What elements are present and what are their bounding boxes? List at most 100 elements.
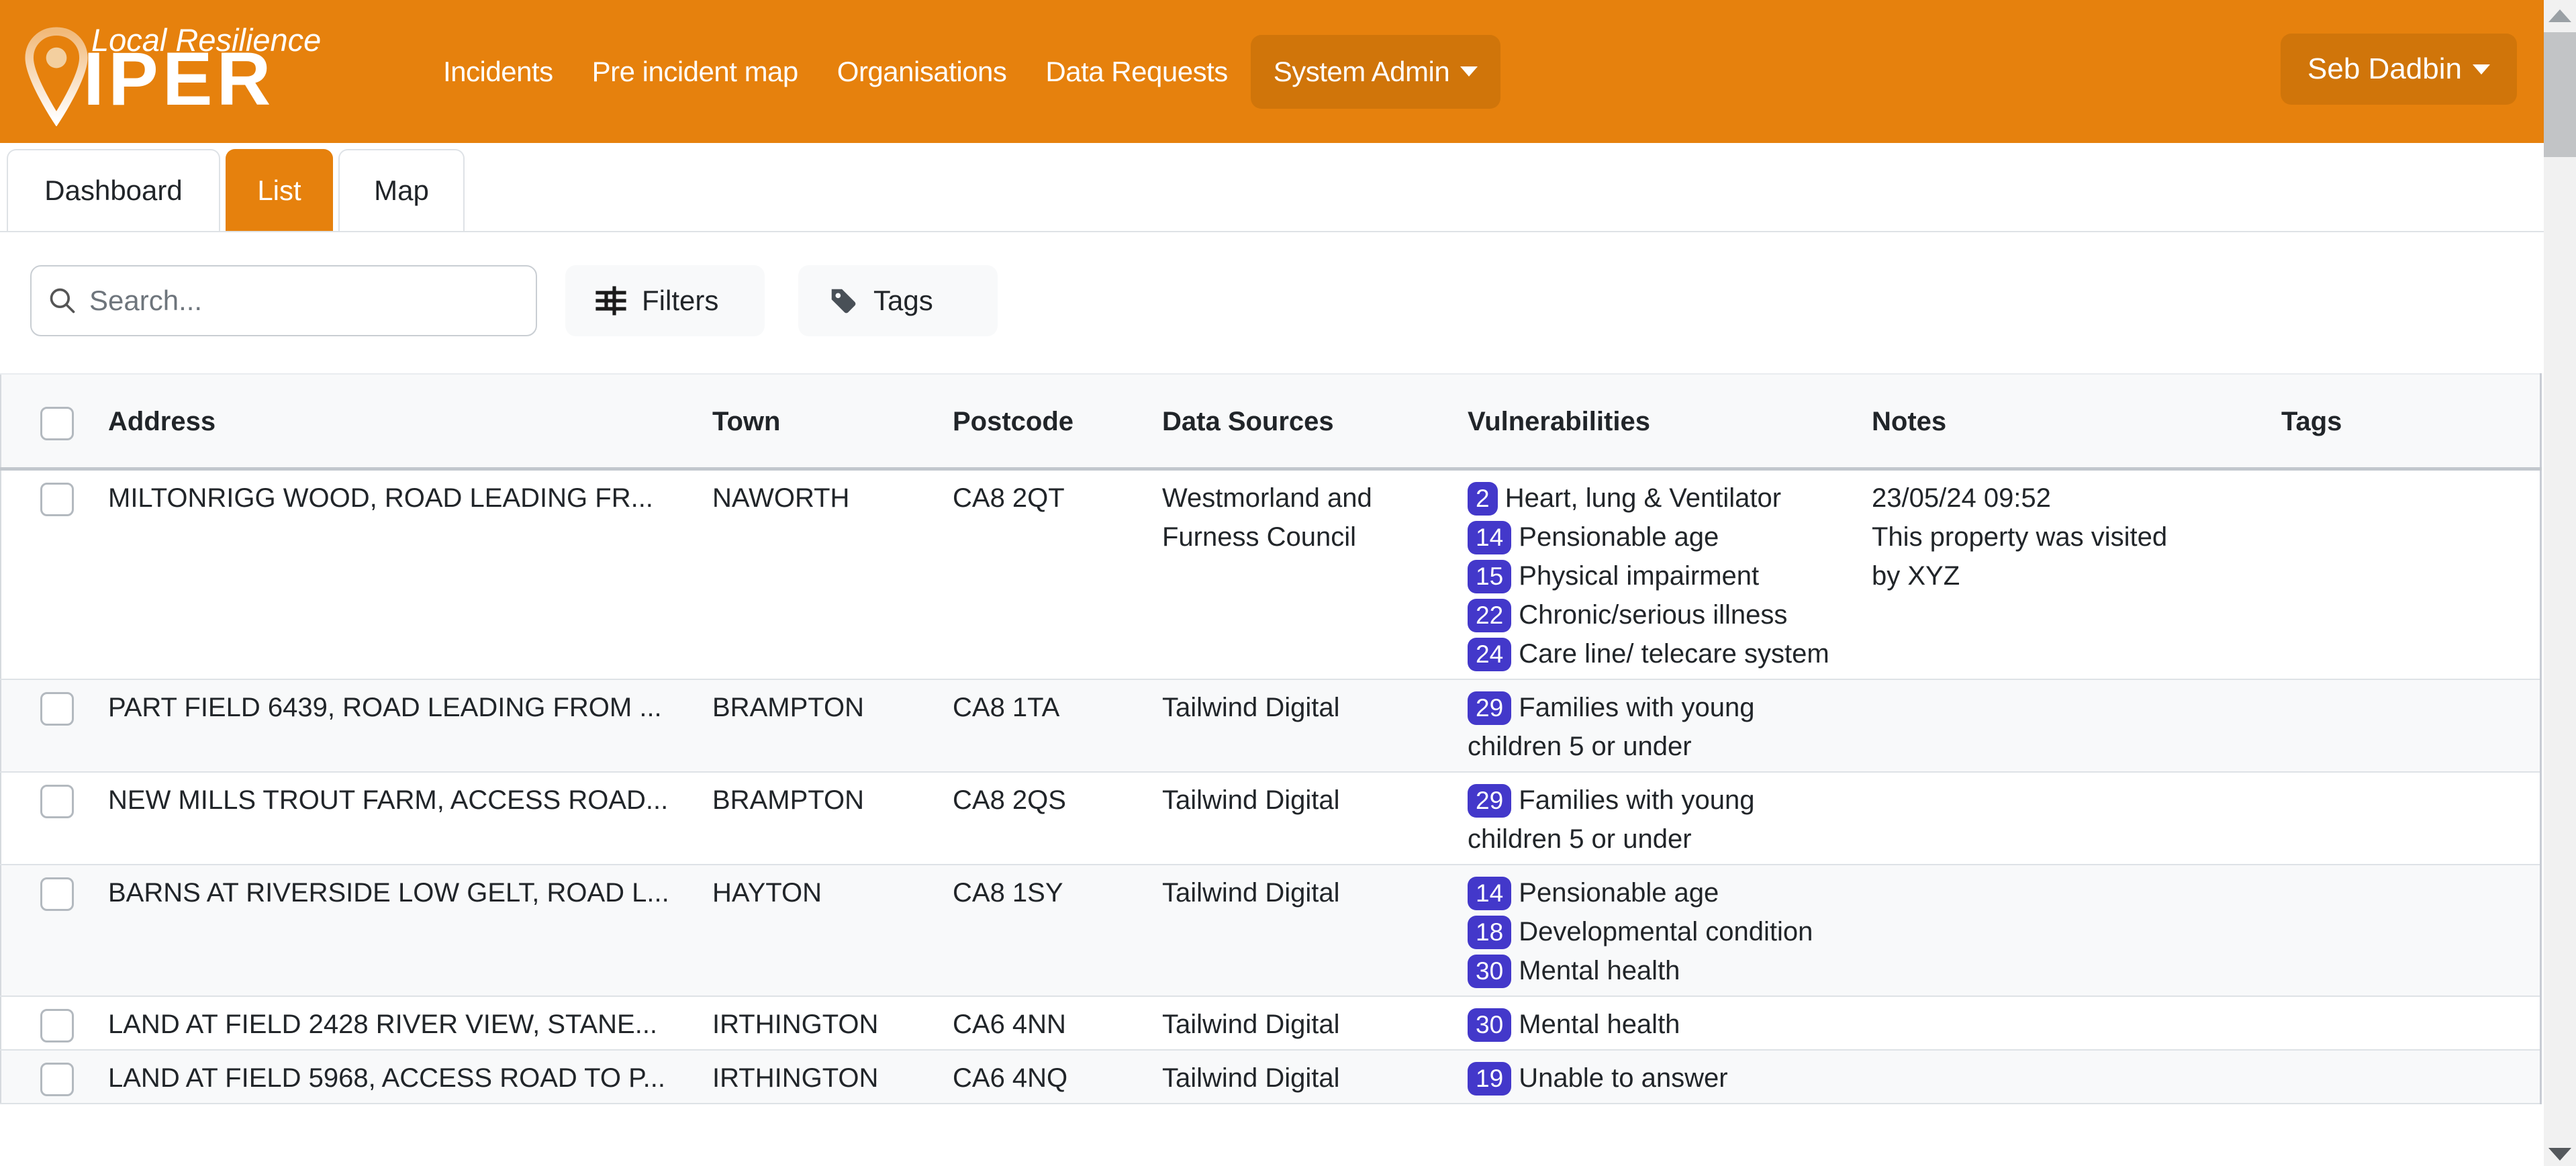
column-header-postcode: Postcode xyxy=(939,374,1149,469)
row-checkbox[interactable] xyxy=(40,1009,74,1042)
vulnerability-code-badge: 15 xyxy=(1468,560,1511,593)
row-checkbox[interactable] xyxy=(40,785,74,818)
address-cell: BARNS AT RIVERSIDE LOW GELT, ROAD L... xyxy=(95,865,699,996)
tab-label: List xyxy=(257,175,301,207)
tag-icon xyxy=(828,285,859,316)
town-cell: BRAMPTON xyxy=(699,772,939,865)
vulnerability-code-badge: 19 xyxy=(1468,1062,1511,1096)
user-menu-button[interactable]: Seb Dadbin xyxy=(2281,34,2517,105)
row-checkbox[interactable] xyxy=(40,877,74,911)
search-box[interactable] xyxy=(30,265,537,336)
notes-cell xyxy=(1858,865,2268,996)
nav-item-data-requests[interactable]: Data Requests xyxy=(1029,56,1243,88)
nav-item-incidents[interactable]: Incidents xyxy=(427,56,569,88)
row-select-cell xyxy=(1,772,95,865)
address-cell: PART FIELD 6439, ROAD LEADING FROM ... xyxy=(95,679,699,772)
table-row: NEW MILLS TROUT FARM, ACCESS ROAD...BRAM… xyxy=(1,772,2541,865)
vulnerability-code-badge: 22 xyxy=(1468,599,1511,632)
postcode-cell: CA8 1TA xyxy=(939,679,1149,772)
vulnerability-code-badge: 18 xyxy=(1468,916,1511,949)
vertical-scrollbar[interactable] xyxy=(2544,0,2576,1166)
vulnerabilities-cell: 14 Pensionable age18 Developmental condi… xyxy=(1454,865,1858,996)
nav-item-system-admin[interactable]: System Admin xyxy=(1251,35,1500,109)
vulnerability-item: 14 Pensionable age xyxy=(1468,518,1845,556)
search-input[interactable] xyxy=(89,285,520,317)
row-checkbox[interactable] xyxy=(40,692,74,726)
scroll-up-arrow-icon[interactable] xyxy=(2548,9,2571,22)
app-window: Local Resilience IPER Incidents Pre incid… xyxy=(0,0,2544,1166)
notes-cell xyxy=(1858,679,2268,772)
town-cell: IRTHINGTON xyxy=(699,1050,939,1104)
postcode-cell: CA8 2QS xyxy=(939,772,1149,865)
table-row: MILTONRIGG WOOD, ROAD LEADING FR...NAWOR… xyxy=(1,469,2541,680)
vulnerability-code-badge: 29 xyxy=(1468,691,1511,725)
row-select-cell xyxy=(1,996,95,1050)
vulnerabilities-cell: 30 Mental health xyxy=(1454,996,1858,1050)
tab-label: Map xyxy=(374,175,429,207)
note-line: This property was visited xyxy=(1872,518,2254,556)
notes-cell xyxy=(1858,1050,2268,1104)
vulnerabilities-cell: 29 Families with young children 5 or und… xyxy=(1454,772,1858,865)
vulnerability-item: 2 Heart, lung & Ventilator xyxy=(1468,479,1845,518)
column-header-town: Town xyxy=(699,374,939,469)
address-cell: NEW MILLS TROUT FARM, ACCESS ROAD... xyxy=(95,772,699,865)
scroll-down-arrow-icon[interactable] xyxy=(2548,1148,2571,1161)
vulnerability-item: 15 Physical impairment xyxy=(1468,556,1845,595)
vulnerability-item: 24 Care line/ telecare system xyxy=(1468,634,1845,673)
scrollbar-thumb[interactable] xyxy=(2544,32,2576,157)
data-source-cell: Westmorland and Furness Council xyxy=(1149,469,1454,680)
tags-cell xyxy=(2268,996,2541,1050)
nav-item-pre-incident-map[interactable]: Pre incident map xyxy=(576,56,814,88)
nav-item-label: Pre incident map xyxy=(592,56,798,87)
select-all-header-cell xyxy=(1,374,95,469)
table-row: BARNS AT RIVERSIDE LOW GELT, ROAD L...HA… xyxy=(1,865,2541,996)
tags-cell xyxy=(2268,865,2541,996)
town-cell: IRTHINGTON xyxy=(699,996,939,1050)
tab-label: Dashboard xyxy=(44,175,182,207)
tags-cell xyxy=(2268,772,2541,865)
town-cell: HAYTON xyxy=(699,865,939,996)
filters-label: Filters xyxy=(642,285,718,317)
tab-dashboard[interactable]: Dashboard xyxy=(7,149,220,231)
vulnerability-item: 30 Mental health xyxy=(1468,1005,1845,1044)
tags-button[interactable]: Tags xyxy=(798,265,998,336)
vulnerability-item: 30 Mental health xyxy=(1468,951,1845,990)
viper-logo[interactable]: Local Resilience IPER xyxy=(24,21,400,136)
filters-button[interactable]: Filters xyxy=(565,265,765,336)
vulnerability-item: 19 Unable to answer xyxy=(1468,1059,1845,1098)
data-source-cell: Tailwind Digital xyxy=(1149,772,1454,865)
note-line: by XYZ xyxy=(1872,556,2254,595)
vulnerabilities-cell: 19 Unable to answer xyxy=(1454,1050,1858,1104)
vulnerabilities-cell: 2 Heart, lung & Ventilator14 Pensionable… xyxy=(1454,469,1858,680)
column-header-vulnerabilities: Vulnerabilities xyxy=(1454,374,1858,469)
nav-item-organisations[interactable]: Organisations xyxy=(821,56,1023,88)
data-source-cell: Tailwind Digital xyxy=(1149,1050,1454,1104)
postcode-cell: CA6 4NQ xyxy=(939,1050,1149,1104)
vulnerability-code-badge: 24 xyxy=(1468,638,1511,671)
tags-label: Tags xyxy=(873,285,933,317)
note-line: 23/05/24 09:52 xyxy=(1872,479,2254,518)
select-all-checkbox[interactable] xyxy=(40,407,74,440)
row-select-cell xyxy=(1,865,95,996)
vulnerability-item: 29 Families with young children 5 or und… xyxy=(1468,781,1845,859)
vulnerability-item: 14 Pensionable age xyxy=(1468,873,1845,912)
column-header-notes: Notes xyxy=(1858,374,2268,469)
tags-cell xyxy=(2268,1050,2541,1104)
vulnerability-code-badge: 30 xyxy=(1468,1008,1511,1042)
nav-item-label: System Admin xyxy=(1274,56,1449,88)
town-cell: BRAMPTON xyxy=(699,679,939,772)
table-row: LAND AT FIELD 5968, ACCESS ROAD TO P...I… xyxy=(1,1050,2541,1104)
column-header-address: Address xyxy=(95,374,699,469)
map-pin-icon xyxy=(24,26,89,126)
row-checkbox[interactable] xyxy=(40,1063,74,1096)
vulnerabilities-cell: 29 Families with young children 5 or und… xyxy=(1454,679,1858,772)
properties-table: AddressTownPostcodeData SourcesVulnerabi… xyxy=(0,373,2542,1104)
vulnerability-code-badge: 14 xyxy=(1468,521,1511,554)
logo-wordmark: IPER xyxy=(83,42,275,117)
tab-map[interactable]: Map xyxy=(338,149,465,231)
tab-list[interactable]: List xyxy=(226,149,333,231)
tags-cell xyxy=(2268,469,2541,680)
nav-item-label: Organisations xyxy=(837,56,1007,87)
data-source-cell: Tailwind Digital xyxy=(1149,996,1454,1050)
row-checkbox[interactable] xyxy=(40,483,74,516)
